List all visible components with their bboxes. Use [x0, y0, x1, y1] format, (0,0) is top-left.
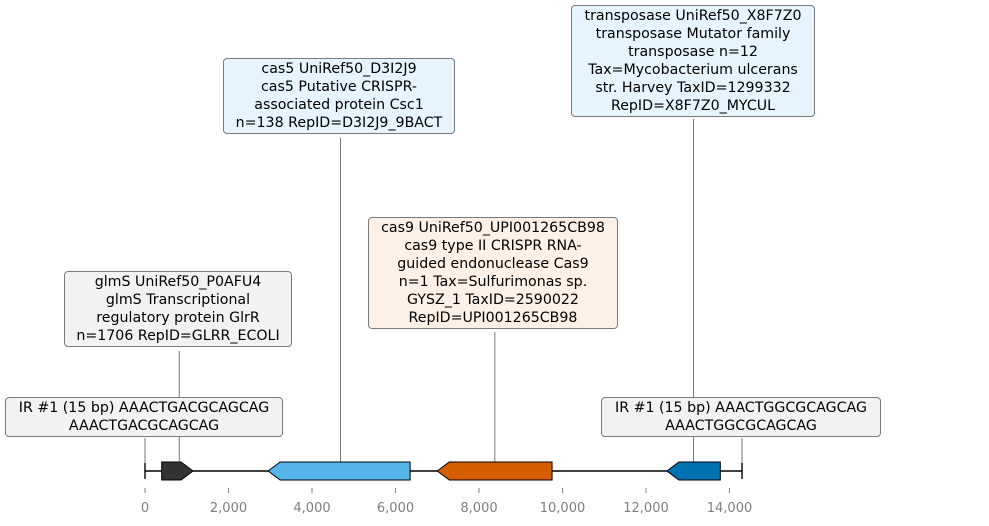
x-tick-label-0: 0 [141, 501, 149, 516]
x-tick-label-4000: 4,000 [293, 501, 330, 516]
x-tick-label-14000: 14,000 [707, 501, 753, 516]
annotation-transposase: transposase UniRef50_X8F7Z0 transposase … [571, 5, 815, 117]
gene-transposase [666, 461, 721, 481]
x-tick-label-2000: 2,000 [210, 501, 247, 516]
x-tick-label-8000: 8,000 [460, 501, 497, 516]
annotation-glms: glmS UniRef50_P0AFU4 glmS Transcriptiona… [64, 271, 292, 347]
gene-cas5 [267, 461, 411, 481]
x-tick-label-12000: 12,000 [623, 501, 669, 516]
annotation-ir-left: IR #1 (15 bp) AAACTGACGCAGCAG AAACTGACGC… [5, 397, 283, 437]
annotation-ir-right: IR #1 (15 bp) AAACTGGCGCAGCAG AAACTGGCGC… [601, 397, 881, 437]
gene-glmS [161, 461, 194, 481]
annotation-cas9: cas9 UniRef50_UPI001265CB98 cas9 type II… [368, 217, 618, 329]
x-tick-label-6000: 6,000 [377, 501, 414, 516]
gene-cas9 [436, 461, 553, 481]
x-tick-label-10000: 10,000 [540, 501, 586, 516]
annotation-cas5: cas5 UniRef50_D3I2J9 cas5 Putative CRISP… [223, 58, 455, 134]
